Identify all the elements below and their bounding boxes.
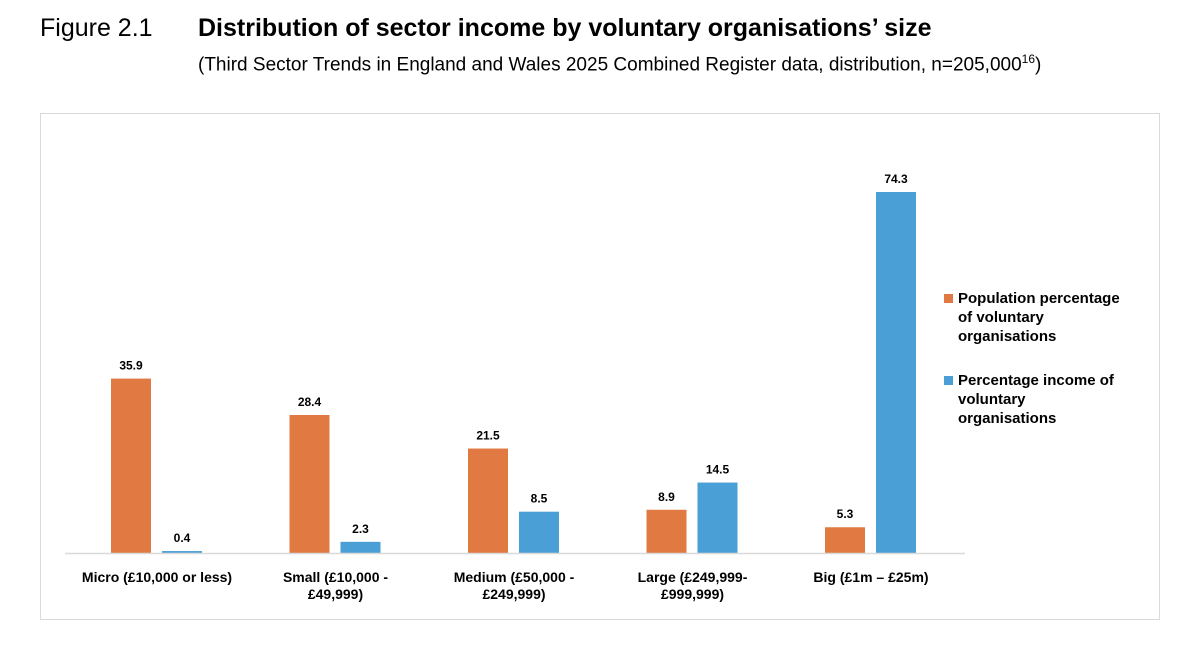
category-label: £249,999): [482, 586, 545, 602]
bar-income: [519, 511, 559, 553]
bar-population: [646, 509, 687, 553]
category-label: Small (£10,000 -: [283, 569, 388, 585]
category-label: £999,999): [661, 586, 724, 602]
category-label: Large (£249,999-: [638, 569, 748, 585]
data-label: 8.5: [531, 492, 548, 506]
bar-population: [825, 527, 865, 553]
bar-population: [111, 378, 151, 553]
legend-label: Percentage income of: [958, 372, 1115, 389]
data-label: 14.5: [706, 463, 730, 477]
data-label: 74.3: [884, 172, 908, 186]
legend-label: organisations: [958, 328, 1056, 345]
data-label: 35.9: [119, 359, 143, 373]
bar-population: [468, 448, 508, 553]
legend-label: of voluntary: [958, 309, 1044, 326]
bar-population: [289, 415, 330, 553]
footnote-ref: 16: [1021, 52, 1036, 66]
data-label: 21.5: [476, 429, 500, 443]
legend-label: voluntary: [958, 391, 1026, 408]
bar-income: [340, 541, 381, 553]
bar-income: [162, 551, 202, 553]
subtitle-end: ): [1035, 54, 1042, 76]
bar-income: [876, 192, 916, 553]
chart-subtitle: (Third Sector Trends in England and Wale…: [198, 48, 1078, 76]
data-label: 8.9: [658, 490, 675, 504]
category-label: Big (£1m – £25m): [813, 569, 928, 585]
legend-label: organisations: [958, 410, 1056, 427]
subtitle-text: (Third Sector Trends in England and Wale…: [198, 54, 1022, 76]
figure-label: Figure 2.1: [40, 14, 153, 42]
data-label: 0.4: [174, 531, 191, 545]
legend-swatch: [944, 376, 953, 385]
category-label: Medium (£50,000 -: [454, 569, 575, 585]
legend-swatch: [944, 294, 953, 303]
bar-income: [697, 482, 738, 553]
legend-label: Population percentage: [958, 290, 1120, 307]
data-label: 28.4: [298, 395, 322, 409]
data-label: 2.3: [352, 522, 369, 536]
chart-frame: [40, 113, 1160, 620]
data-label: 5.3: [837, 507, 854, 521]
chart-title: Distribution of sector income by volunta…: [198, 14, 932, 42]
category-label: Micro (£10,000 or less): [82, 569, 232, 585]
category-label: £49,999): [308, 586, 363, 602]
